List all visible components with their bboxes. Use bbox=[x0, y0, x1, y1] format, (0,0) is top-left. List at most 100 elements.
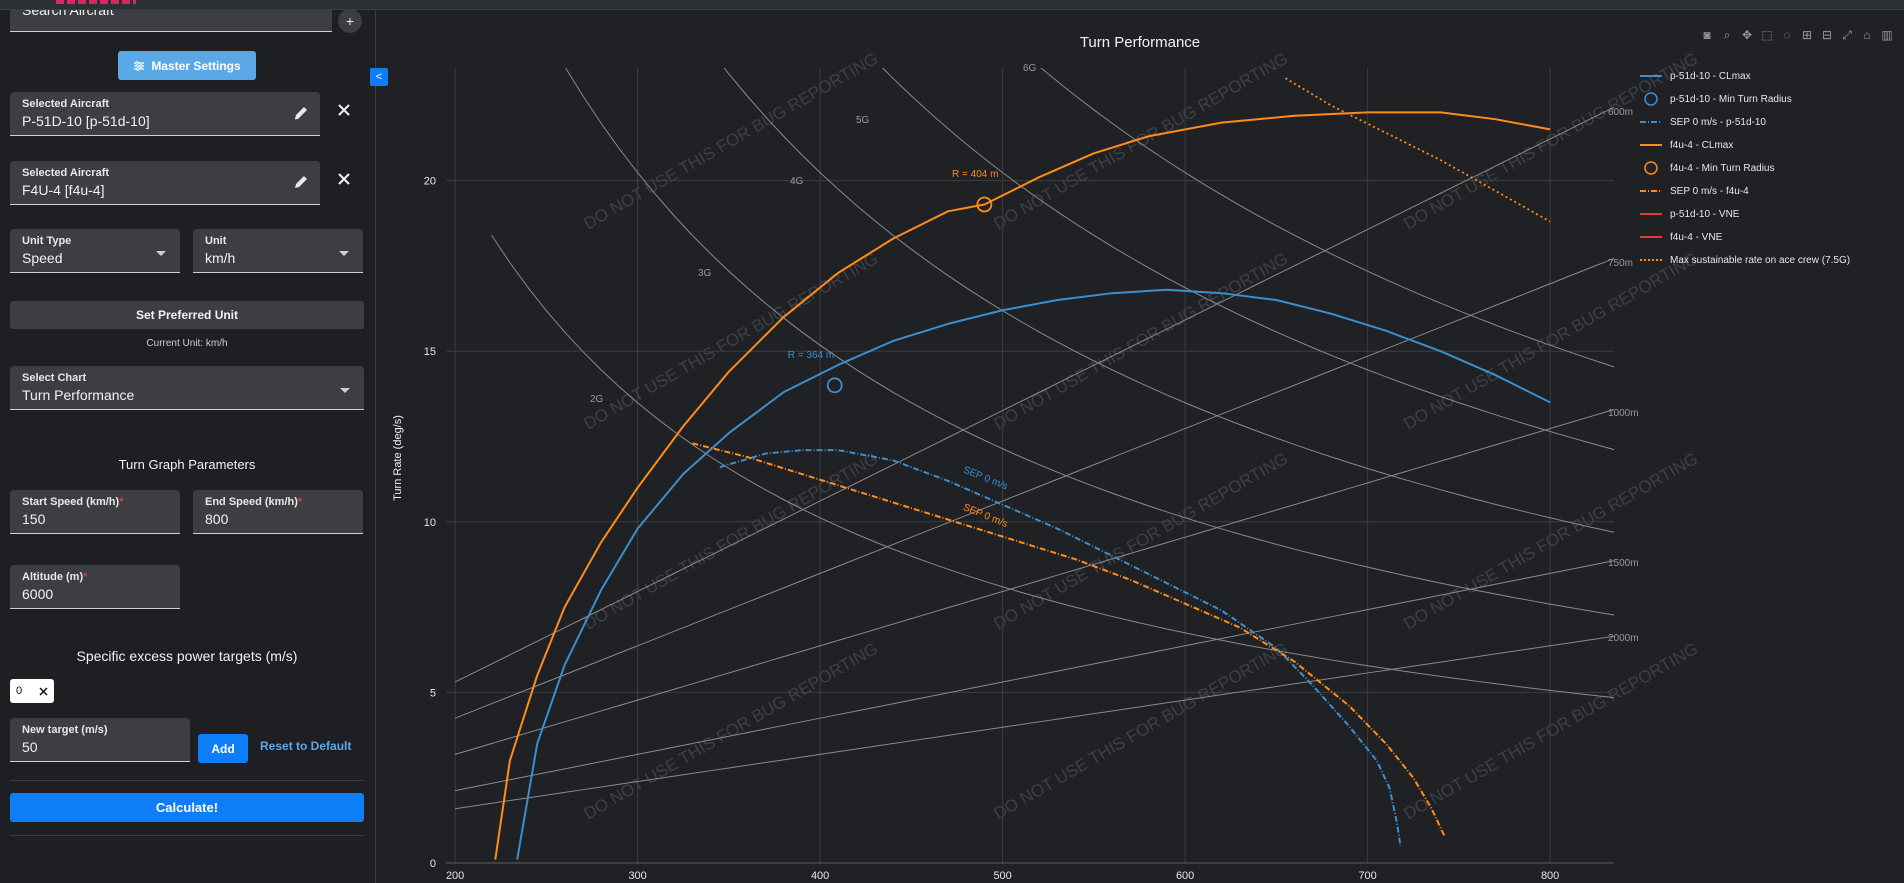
lasso-icon[interactable]: ◌ bbox=[1783, 28, 1791, 42]
legend-item[interactable]: f4u-4 - CLmax bbox=[1640, 139, 1733, 151]
unit-type-label: Unit Type bbox=[22, 235, 72, 247]
legend-item[interactable]: SEP 0 m/s - p-51d-10 bbox=[1640, 116, 1766, 128]
camera-icon[interactable]: ◙ bbox=[1703, 28, 1711, 42]
g-line-label: 3G bbox=[698, 268, 712, 279]
end-speed-input[interactable]: End Speed (km/h)* 800 bbox=[193, 490, 363, 534]
box-select-icon[interactable]: ⬚ bbox=[1761, 28, 1773, 42]
legend-item[interactable]: SEP 0 m/s - f4u-4 bbox=[1640, 185, 1749, 197]
zoom-icon[interactable]: ⌕ bbox=[1723, 28, 1731, 42]
reset-default-link[interactable]: Reset to Default bbox=[260, 739, 352, 753]
altitude-value: 6000 bbox=[22, 586, 54, 602]
pencil-icon[interactable] bbox=[292, 173, 310, 191]
zoom-in-icon[interactable]: ⊞ bbox=[1801, 28, 1813, 42]
unit-select[interactable]: Unit km/h bbox=[193, 229, 363, 273]
chevron-left-icon: < bbox=[375, 71, 383, 83]
start-speed-value: 150 bbox=[22, 511, 46, 527]
radius-line-label: 1500m bbox=[1608, 558, 1639, 569]
calculate-label: Calculate! bbox=[155, 800, 219, 815]
legend-item[interactable]: p-51d-10 - CLmax bbox=[1640, 70, 1751, 82]
pan-icon[interactable]: ✥ bbox=[1741, 28, 1753, 42]
radius-line-label: 2000m bbox=[1608, 633, 1639, 644]
chart-annotation: R = 404 m bbox=[952, 169, 998, 180]
selected-aircraft-label: Selected Aircraft bbox=[22, 167, 110, 179]
zoom-out-icon[interactable]: ⊟ bbox=[1821, 28, 1833, 42]
pencil-icon[interactable] bbox=[292, 104, 310, 122]
select-chart-dropdown[interactable]: Select Chart Turn Performance bbox=[10, 366, 364, 410]
reset-axes-icon[interactable]: ⌂ bbox=[1863, 28, 1871, 42]
turn-performance-chart[interactable]: DO NOT USE THIS FOR BUG REPORTING DO NOT … bbox=[378, 10, 1904, 883]
unit-type-value: Speed bbox=[22, 250, 63, 266]
radius-line bbox=[454, 106, 1614, 683]
legend-label: SEP 0 m/s - p-51d-10 bbox=[1670, 116, 1766, 128]
chevron-down-icon bbox=[339, 251, 349, 256]
legend-label: f4u-4 - CLmax bbox=[1670, 139, 1734, 151]
plotly-logo-icon[interactable]: ▥ bbox=[1881, 28, 1893, 42]
logo bbox=[56, 0, 136, 4]
add-aircraft-button[interactable]: + bbox=[338, 9, 362, 33]
new-target-value: 50 bbox=[22, 739, 38, 755]
new-target-input[interactable]: New target (m/s) 50 bbox=[10, 718, 190, 762]
chart-annotation: R = 364 m bbox=[788, 350, 834, 361]
legend-swatch bbox=[1640, 231, 1662, 243]
altitude-input[interactable]: Altitude (m)* 6000 bbox=[10, 565, 180, 609]
divider bbox=[10, 780, 364, 781]
radius-line bbox=[455, 635, 1614, 810]
legend-item[interactable]: p-51d-10 - Min Turn Radius bbox=[1640, 92, 1792, 106]
legend-label: f4u-4 - Min Turn Radius bbox=[1670, 162, 1775, 174]
autoscale-icon[interactable]: ⤢ bbox=[1842, 28, 1852, 42]
watermark-layer: DO NOT USE THIS FOR BUG REPORTING DO NOT … bbox=[581, 49, 1702, 824]
selected-aircraft-2[interactable]: Selected Aircraft F4U-4 [f4u-4] bbox=[10, 161, 320, 205]
unit-type-select[interactable]: Unit Type Speed bbox=[10, 229, 180, 273]
y-tick-label: 15 bbox=[424, 346, 436, 358]
chevron-down-icon bbox=[156, 251, 166, 256]
g-line-label: 5G bbox=[856, 115, 870, 126]
watermark-text: DO NOT USE THIS FOR BUG REPORTING bbox=[991, 449, 1292, 634]
start-speed-label: Start Speed (km/h)* bbox=[22, 496, 124, 508]
legend-swatch bbox=[1640, 70, 1662, 82]
x-tick-label: 800 bbox=[1541, 870, 1559, 882]
selected-aircraft-1[interactable]: Selected Aircraft P-51D-10 [p-51d-10] bbox=[10, 92, 320, 136]
x-tick-label: 700 bbox=[1358, 870, 1376, 882]
remove-aircraft-1-button[interactable] bbox=[332, 98, 356, 122]
reference-lines bbox=[454, 68, 1614, 810]
series-line bbox=[494, 111, 1551, 860]
start-speed-input[interactable]: Start Speed (km/h)* 150 bbox=[10, 490, 180, 534]
add-target-button[interactable]: Add bbox=[198, 734, 248, 763]
master-settings-label: Master Settings bbox=[151, 58, 241, 73]
watermark-text: DO NOT USE THIS FOR BUG REPORTING bbox=[1401, 249, 1702, 434]
legend-swatch bbox=[1640, 185, 1662, 197]
sep-target-chip[interactable]: 0 bbox=[10, 679, 54, 703]
g-load-line bbox=[491, 235, 1614, 699]
remove-aircraft-2-button[interactable] bbox=[332, 167, 356, 191]
legend-item[interactable]: Max sustainable rate on ace crew (7.5G) bbox=[1640, 254, 1850, 266]
g-load-line bbox=[881, 68, 1614, 451]
radius-line bbox=[454, 409, 1614, 755]
set-preferred-unit-label: Set Preferred Unit bbox=[135, 308, 239, 322]
legend-item[interactable]: p-51d-10 - VNE bbox=[1640, 208, 1739, 220]
x-tick-label: 300 bbox=[628, 870, 646, 882]
sep-target-chip-value: 0 bbox=[16, 685, 23, 697]
legend-swatch bbox=[1640, 208, 1662, 220]
close-icon bbox=[338, 173, 350, 185]
close-icon[interactable] bbox=[39, 686, 48, 696]
series-line bbox=[1285, 77, 1551, 223]
g-load-line bbox=[565, 68, 1614, 616]
master-settings-button[interactable]: Master Settings bbox=[118, 51, 256, 80]
g-line-label: 2G bbox=[590, 394, 604, 405]
sep-targets-title: Specific excess power targets (m/s) bbox=[76, 648, 298, 664]
add-target-label: Add bbox=[211, 741, 235, 756]
legend-item[interactable]: f4u-4 - Min Turn Radius bbox=[1640, 161, 1775, 175]
y-tick-label: 20 bbox=[424, 176, 436, 188]
calculate-button[interactable]: Calculate! bbox=[10, 793, 364, 822]
x-tick-label: 400 bbox=[811, 870, 829, 882]
y-tick-label: 0 bbox=[430, 858, 436, 870]
watermark-text: DO NOT USE THIS FOR BUG REPORTING bbox=[581, 249, 882, 434]
legend-item[interactable]: f4u-4 - VNE bbox=[1640, 231, 1722, 243]
collapse-sidebar-button[interactable]: < bbox=[370, 68, 388, 86]
set-preferred-unit-button[interactable]: Set Preferred Unit bbox=[10, 301, 364, 330]
divider bbox=[10, 835, 364, 836]
radius-line-label: 750m bbox=[1608, 258, 1633, 269]
legend-swatch bbox=[1640, 254, 1662, 266]
g-line-label: 4G bbox=[790, 176, 804, 187]
